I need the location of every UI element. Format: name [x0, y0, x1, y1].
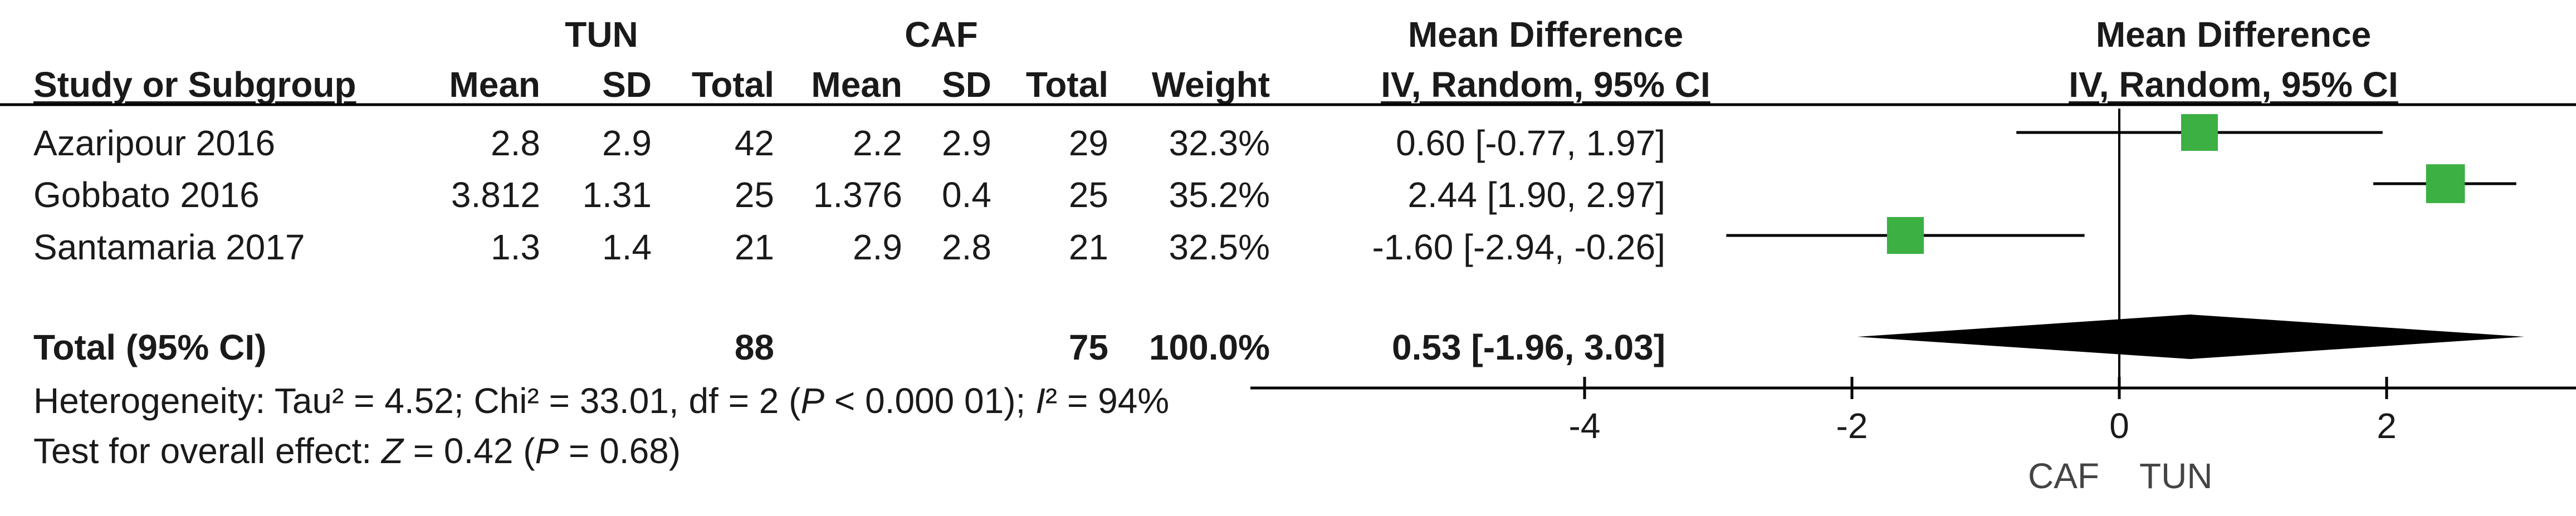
study-column-header: Study or Subgroup	[33, 65, 356, 105]
x-tick-label: -4	[1569, 406, 1601, 446]
heterogeneity-prefix: Heterogeneity: Tau² = 4.52; Chi² = 33.01…	[33, 381, 801, 421]
total-weight: 100.0%	[1148, 327, 1270, 367]
study-name: Azaripour 2016	[33, 123, 276, 163]
tun-mean-header: Mean	[449, 65, 540, 105]
study-name: Santamaria 2017	[33, 227, 305, 267]
tun-total: 25	[734, 175, 774, 215]
heterogeneity-p-letter: P	[800, 381, 825, 421]
study-point-estimate	[2426, 164, 2465, 203]
caf-mean: 2.2	[853, 123, 902, 163]
tun-sd: 1.4	[602, 227, 652, 267]
caf-mean: 1.376	[813, 175, 902, 215]
heterogeneity-i-value: ² = 94%	[1045, 381, 1170, 421]
study-name: Gobbato 2016	[33, 175, 260, 215]
study-point-estimate	[2181, 114, 2218, 151]
study-effect-ci: 2.44 [1.90, 2.97]	[1407, 175, 1665, 215]
caf-total-header: Total	[1025, 65, 1108, 105]
overall-effect-p-value: = 0.68)	[559, 431, 681, 471]
caf-sd: 0.4	[942, 175, 991, 215]
caf-mean: 2.9	[853, 227, 902, 267]
effect-title: Mean Difference	[1407, 14, 1684, 55]
weight-header: Weight	[1151, 65, 1270, 105]
plot-title: Mean Difference	[2095, 14, 2372, 55]
total-label: Total (95% CI)	[33, 327, 267, 367]
tun-mean: 1.3	[491, 227, 540, 267]
tun-total: 42	[734, 123, 774, 163]
tun-sd: 2.9	[602, 123, 652, 163]
caf-total-sum: 75	[1068, 327, 1108, 367]
experimental-group-header: TUN	[565, 14, 638, 55]
caf-mean-header: Mean	[811, 65, 902, 105]
pooled-diamond	[1857, 314, 2525, 359]
study-effect-ci: -1.60 [-2.94, -0.26]	[1372, 227, 1665, 267]
heterogeneity-text: Heterogeneity: Tau² = 4.52; Chi² = 33.01…	[33, 383, 1169, 419]
x-tick-label: 2	[2377, 406, 2397, 446]
plot-method-header: IV, Random, 95% CI	[2069, 65, 2398, 105]
overall-effect-prefix: Test for overall effect:	[33, 431, 382, 471]
control-group-header: CAF	[905, 14, 978, 55]
overall-effect-z-letter: Z	[381, 431, 403, 471]
x-tick-label: -2	[1836, 406, 1868, 446]
overall-effect-z-value: = 0.42 (	[403, 431, 535, 471]
study-weight: 35.2%	[1169, 175, 1270, 215]
effect-method-header: IV, Random, 95% CI	[1381, 65, 1710, 105]
caf-total: 29	[1068, 123, 1108, 163]
tun-mean: 2.8	[491, 123, 540, 163]
tun-total-header: Total	[691, 65, 774, 105]
overall-effect-p-letter: P	[535, 431, 559, 471]
study-weight: 32.3%	[1169, 123, 1270, 163]
caf-sd-header: SD	[942, 65, 991, 105]
tun-total: 21	[734, 227, 774, 267]
heterogeneity-p-value: < 0.000 01);	[824, 381, 1036, 421]
tun-sd-header: SD	[602, 65, 652, 105]
caf-sd: 2.9	[942, 123, 991, 163]
favours-right-label: TUN	[2139, 456, 2213, 496]
heterogeneity-i-letter: I	[1035, 381, 1045, 421]
caf-sd: 2.8	[942, 227, 991, 267]
pooled-effect-ci: 0.53 [-1.96, 3.03]	[1392, 327, 1665, 367]
caf-total: 21	[1068, 227, 1108, 267]
favours-left-label: CAF	[2028, 456, 2099, 496]
tun-sd: 1.31	[582, 175, 652, 215]
caf-total: 25	[1068, 175, 1108, 215]
study-weight: 32.5%	[1169, 227, 1270, 267]
tun-total-sum: 88	[734, 327, 774, 367]
x-tick-label: 0	[2109, 406, 2129, 446]
study-effect-ci: 0.60 [-0.77, 1.97]	[1396, 123, 1665, 163]
tun-mean: 3.812	[451, 175, 540, 215]
study-point-estimate	[1886, 217, 1924, 254]
overall-effect-text: Test for overall effect: Z = 0.42 (P = 0…	[33, 433, 681, 469]
